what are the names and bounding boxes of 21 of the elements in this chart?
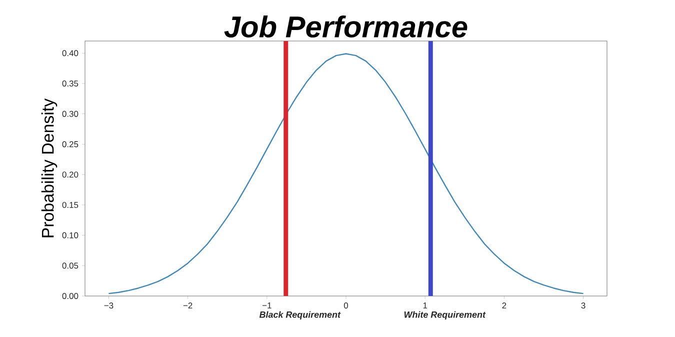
ref-line-label: Black Requirement [259,311,341,320]
x-tick-label: −1 [262,302,272,308]
y-tick-label: 0.20 [62,172,78,178]
x-tick-label: 2 [502,302,506,308]
y-axis-title: Probability Density [41,98,58,238]
y-tick-label: 0.15 [62,202,78,208]
y-tick-label: 0.40 [62,50,78,56]
y-tick-label: 0.10 [62,232,78,238]
x-tick-label: −2 [183,302,192,308]
chart-title: Job Performance [224,16,468,38]
x-tick-label: 3 [581,302,586,309]
ref-line-label: White Requirement [404,311,486,320]
line-series [108,53,584,294]
x-tick-label: 0 [344,302,348,309]
x-tick-label: −3 [104,302,114,309]
y-tick-label: 0.05 [62,262,78,269]
x-tick-label: 1 [423,302,428,308]
y-tick-label: 0.35 [62,80,78,86]
y-tick-label: 0.25 [62,141,78,148]
y-tick-label: 0.00 [62,293,78,299]
y-tick-label: 0.30 [62,110,78,117]
